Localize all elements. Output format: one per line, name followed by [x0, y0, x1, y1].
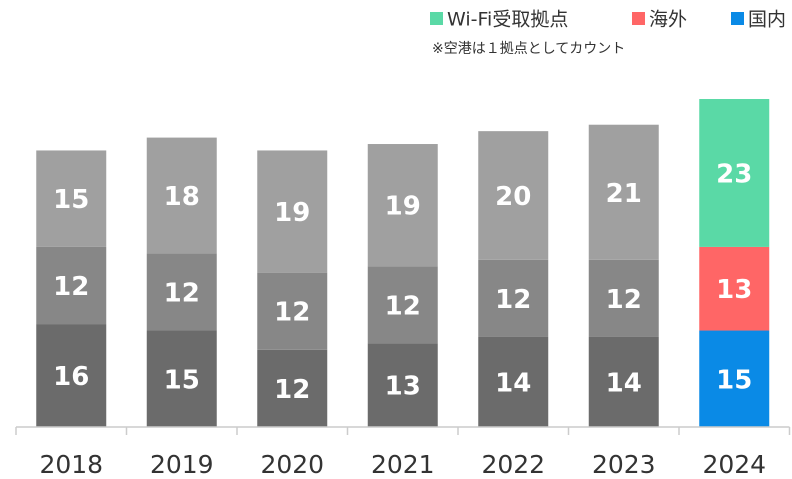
- data-label: 16: [53, 362, 89, 392]
- bar-segment: [588, 259, 659, 337]
- legend-label: 海外: [649, 9, 687, 31]
- bar-segment: [367, 266, 438, 344]
- data-label: 12: [274, 375, 310, 405]
- bar-segment: [588, 336, 659, 427]
- bar-segment: [36, 246, 107, 325]
- data-label: 18: [164, 182, 200, 212]
- bar-segment: [699, 330, 770, 427]
- data-label: 12: [274, 298, 310, 328]
- bar-segment: [588, 124, 659, 260]
- data-label: 15: [164, 365, 200, 395]
- data-label: 12: [164, 278, 200, 308]
- legend-swatch: [430, 12, 443, 25]
- data-label: 12: [606, 285, 642, 315]
- data-label: 15: [53, 185, 89, 215]
- x-tick-label: 2022: [481, 450, 545, 479]
- data-label: 19: [274, 198, 310, 228]
- bar-segment: [699, 246, 770, 331]
- data-label: 19: [385, 192, 421, 222]
- x-tick-label: 2020: [260, 450, 324, 479]
- bar-segment: [478, 336, 549, 427]
- legend-swatch: [731, 12, 744, 25]
- data-label: 14: [495, 368, 531, 398]
- x-tick-label: 2024: [702, 450, 766, 479]
- data-label: 13: [385, 372, 421, 402]
- bar-segment: [257, 150, 328, 273]
- data-label: 15: [716, 365, 752, 395]
- legend-label: 国内: [748, 9, 786, 31]
- bar-segment: [36, 324, 107, 427]
- data-label: 12: [53, 272, 89, 302]
- data-label: 12: [385, 291, 421, 321]
- legend-label: Wi-Fi受取拠点: [447, 9, 568, 31]
- data-label: 13: [716, 275, 752, 305]
- bar-segment: [367, 343, 438, 427]
- x-tick-label: 2021: [371, 450, 435, 479]
- x-tick-label: 2019: [150, 450, 214, 479]
- annotation: ※空港は１拠点としてカウント: [432, 41, 625, 57]
- bar-segment: [146, 330, 217, 427]
- bar-segment: [36, 150, 107, 247]
- bar-segment: [699, 99, 770, 247]
- bar-segment: [146, 253, 217, 331]
- bar-segment: [257, 349, 328, 427]
- data-label: 12: [495, 285, 531, 315]
- bar-segment: [257, 272, 328, 350]
- data-label: 23: [716, 159, 752, 189]
- legend-swatch: [632, 12, 645, 25]
- bar-segment: [478, 131, 549, 260]
- x-tick-label: 2018: [39, 450, 103, 479]
- bar-segment: [146, 137, 217, 254]
- bar-segment: [367, 144, 438, 267]
- data-label: 21: [606, 179, 642, 209]
- data-label: 14: [606, 368, 642, 398]
- data-label: 20: [495, 182, 531, 212]
- bar-segment: [478, 259, 549, 337]
- x-tick-label: 2023: [592, 450, 656, 479]
